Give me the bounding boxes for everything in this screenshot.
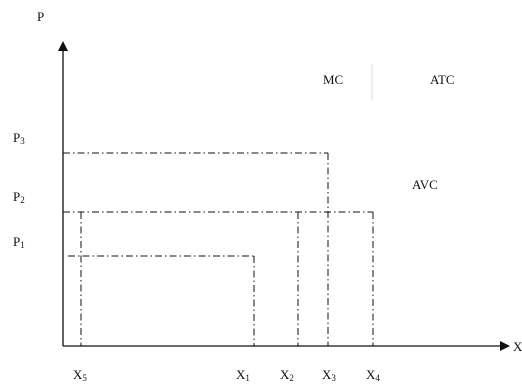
quantity-label-x4: X4 — [366, 367, 380, 383]
price-label-p3: P3 — [13, 130, 25, 146]
price-label-p1: P1 — [13, 234, 25, 250]
quantity-label-x2: X2 — [280, 367, 294, 383]
x-axis-label: X — [513, 339, 522, 354]
mc-label: MC — [323, 72, 344, 87]
quantity-label-x5: X5 — [73, 367, 87, 383]
y-axis-label: P — [37, 9, 45, 24]
quantity-label-x1: X1 — [236, 367, 250, 383]
quantity-label-x3: X3 — [322, 367, 336, 383]
atc-label: ATC — [430, 72, 455, 87]
price-label-p2: P2 — [13, 189, 25, 205]
avc-label: AVC — [412, 177, 438, 192]
